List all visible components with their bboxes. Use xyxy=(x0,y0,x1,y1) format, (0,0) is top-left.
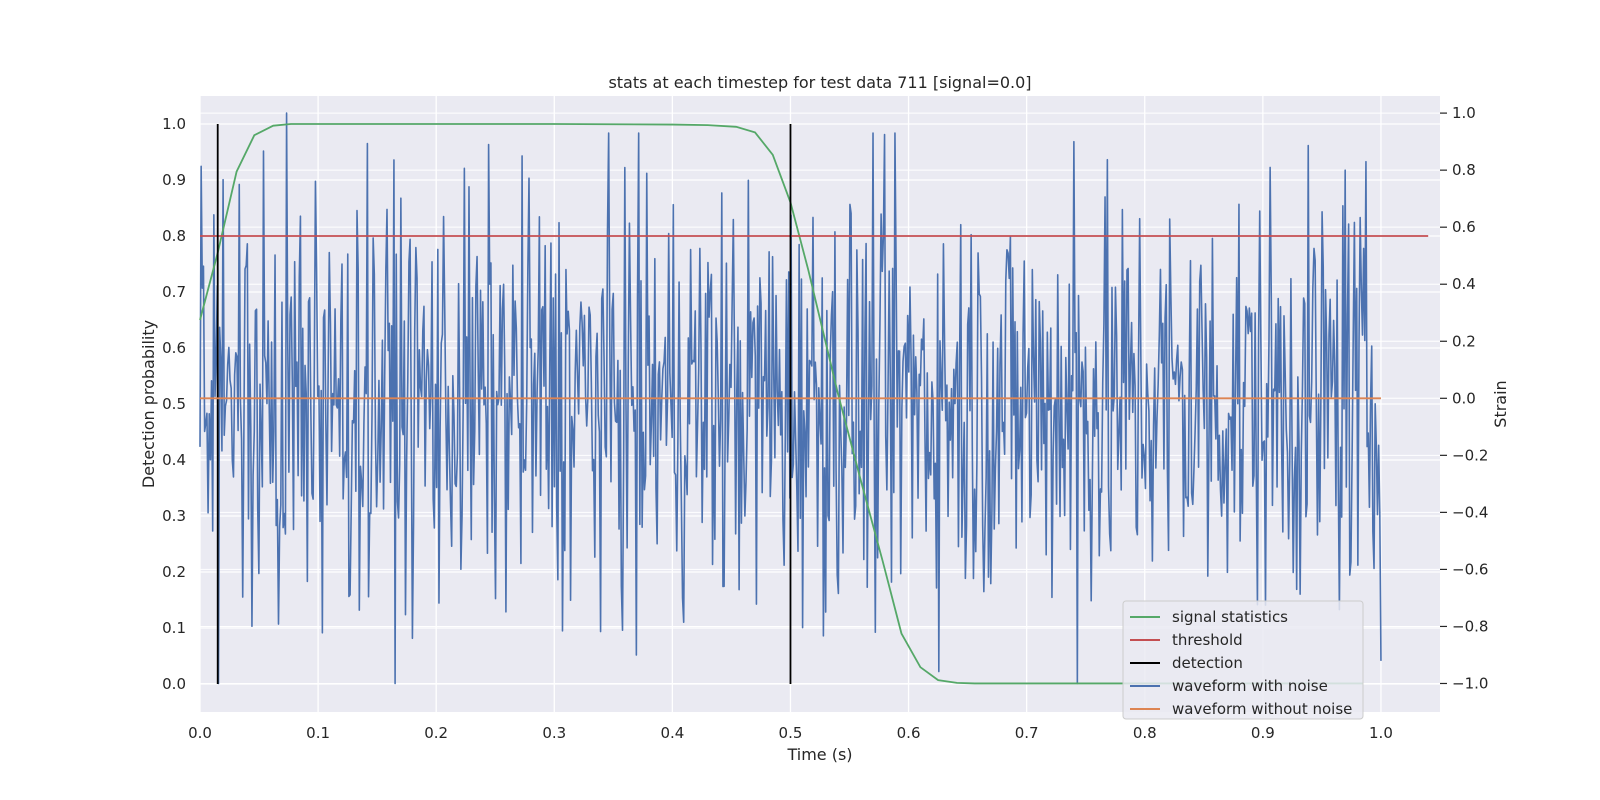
y2-tick-label: −0.6 xyxy=(1452,560,1488,578)
y2-tick-label: 0.6 xyxy=(1452,218,1476,236)
y-tick-label: 0.2 xyxy=(162,563,186,581)
series-signal-statistics xyxy=(199,123,1364,685)
y2-tick-label: −0.4 xyxy=(1452,503,1488,521)
x-axis-label: Time (s) xyxy=(786,745,852,764)
y-tick-label: 0.5 xyxy=(162,395,186,413)
legend-label: waveform without noise xyxy=(1172,700,1352,718)
x-tick-label: 0.5 xyxy=(779,724,803,742)
y-tick-label: 0.0 xyxy=(162,675,186,693)
x-tick-label: 0.0 xyxy=(188,724,212,742)
legend-label: signal statistics xyxy=(1172,608,1288,626)
y2-tick-label: −1.0 xyxy=(1452,674,1488,692)
x-tick-label: 0.1 xyxy=(306,724,330,742)
y-tick-label: 0.8 xyxy=(162,227,186,245)
legend-item-signal-statistics: signal statistics xyxy=(1130,608,1288,626)
legend-item-waveform-without-noise: waveform without noise xyxy=(1130,700,1352,718)
legend-label: detection xyxy=(1172,654,1243,672)
x-tick-label: 0.9 xyxy=(1251,724,1275,742)
chart-title: stats at each timestep for test data 711… xyxy=(608,73,1031,92)
x-tick-label: 0.3 xyxy=(542,724,566,742)
x-tick-label: 0.4 xyxy=(660,724,684,742)
y2-tick-label: 0.0 xyxy=(1452,389,1476,407)
x-tick-label: 0.8 xyxy=(1133,724,1157,742)
x-tick-label: 0.2 xyxy=(424,724,448,742)
y2-tick-label: −0.8 xyxy=(1452,617,1488,635)
y-tick-label: 1.0 xyxy=(162,115,186,133)
x-tick-label: 1.0 xyxy=(1369,724,1393,742)
legend-label: threshold xyxy=(1172,631,1243,649)
y-tick-label: 0.6 xyxy=(162,339,186,357)
y2-tick-label: 1.0 xyxy=(1452,104,1476,122)
axes: 0.0 0.1 0.2 0.3 0.4 0.5 0.6 0.7 0.8 0.9 1.0 0.0 0.1 0… xyxy=(162,104,1488,742)
y-tick-label: 0.7 xyxy=(162,283,186,301)
y2-tick-label: 0.8 xyxy=(1452,161,1476,179)
legend-item-waveform-with-noise: waveform with noise xyxy=(1130,677,1328,695)
y-tick-label: 0.9 xyxy=(162,171,186,189)
y2-tick-label: −0.2 xyxy=(1452,446,1488,464)
y-tick-label: 0.4 xyxy=(162,451,186,469)
legend-item-threshold: threshold xyxy=(1130,631,1243,649)
x-tick-label: 0.7 xyxy=(1015,724,1039,742)
x-tick-label: 0.6 xyxy=(897,724,921,742)
y-tick-label: 0.3 xyxy=(162,507,186,525)
y2-tick-label: 0.2 xyxy=(1452,332,1476,350)
y2-axis-label: Strain xyxy=(1491,380,1510,427)
y-axis-label: Detection probability xyxy=(139,320,158,488)
legend-box xyxy=(1122,600,1364,720)
legend: signal statistics threshold detection wa… xyxy=(1122,600,1364,720)
y2-tick-label: 0.4 xyxy=(1452,275,1476,293)
y-tick-label: 0.1 xyxy=(162,619,186,637)
legend-item-detection: detection xyxy=(1130,654,1243,672)
series-layer xyxy=(199,112,1429,685)
legend-label: waveform with noise xyxy=(1172,677,1328,695)
